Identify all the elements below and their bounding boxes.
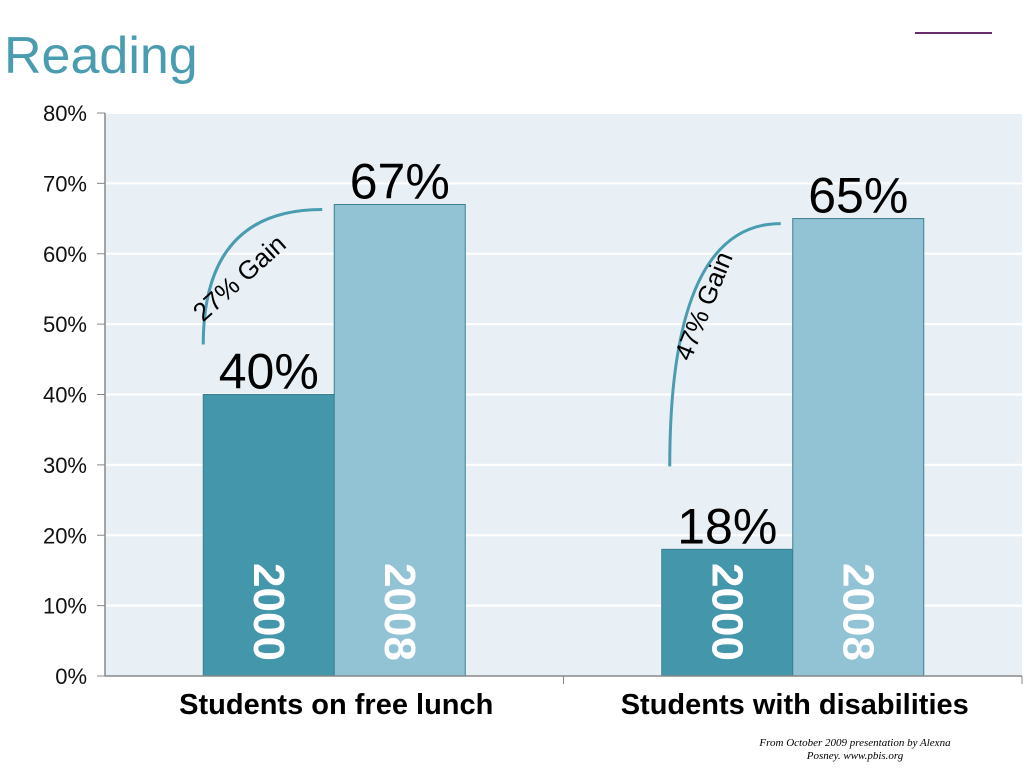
y-tick-label: 10% xyxy=(43,594,87,619)
y-tick-label: 80% xyxy=(43,101,87,126)
y-tick-label: 20% xyxy=(43,523,87,548)
page-title: Reading xyxy=(4,27,198,85)
y-tick-label: 70% xyxy=(43,171,87,196)
bar-series-label: 2008 xyxy=(375,563,424,661)
accent-line xyxy=(915,32,992,34)
y-tick-label: 30% xyxy=(43,453,87,478)
x-category-label: Students on free lunch xyxy=(179,689,493,721)
value-label: 67% xyxy=(350,153,450,209)
bar-2000-2 xyxy=(661,548,794,677)
gain-arc xyxy=(201,207,323,345)
y-tick-label: 0% xyxy=(55,664,87,689)
value-label: 18% xyxy=(677,498,777,554)
bar-2000-1 xyxy=(202,394,335,677)
source-credit: From October 2009 presentation by Alexna… xyxy=(730,737,980,763)
bar-2008-1 xyxy=(333,203,466,677)
y-tick-label: 40% xyxy=(43,383,87,408)
credit-line-1: From October 2009 presentation by Alexna xyxy=(759,737,951,749)
bars: 40% 2000 67% 2008 18% 2000 65% 2008 xyxy=(202,153,925,677)
value-label: 40% xyxy=(219,344,319,400)
x-category-label: Students with disabilities xyxy=(621,689,969,721)
value-label: 65% xyxy=(808,168,908,224)
y-axis: 0% 10% 20% 30% 40% 50% 60% 70% 80% xyxy=(43,101,106,689)
bar-series-label: 2008 xyxy=(833,563,882,661)
credit-line-2: Posney. www.pbis.org xyxy=(806,750,904,762)
y-tick-label: 50% xyxy=(43,312,87,337)
gain-arc xyxy=(668,222,781,467)
bar-series-label: 2000 xyxy=(702,563,751,661)
bar-2008-2 xyxy=(792,218,925,677)
x-axis: Students on free lunch Students with disa… xyxy=(105,675,1023,721)
y-tick-label: 60% xyxy=(43,242,87,267)
bar-series-label: 2000 xyxy=(244,563,293,661)
